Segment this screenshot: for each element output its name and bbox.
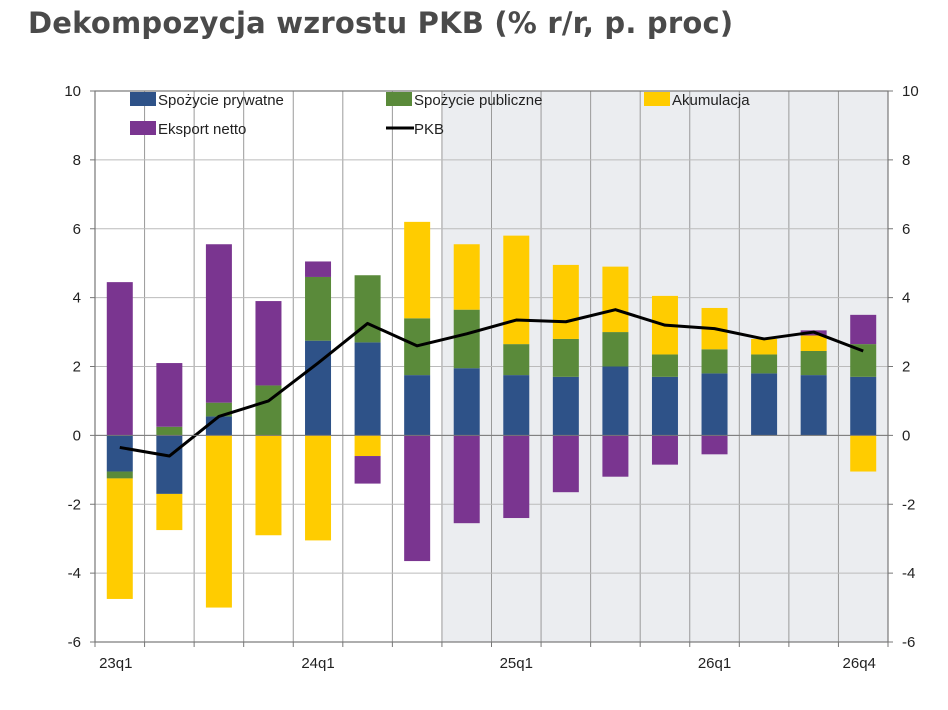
bar-spożycie-prywatne-24q2 xyxy=(354,342,381,436)
x-tick-label: 24q1 xyxy=(301,655,334,672)
bar-spożycie-prywatne-24q3 xyxy=(404,375,431,436)
bar-akumulacja-23q1 xyxy=(106,478,133,599)
bar-spożycie-publiczne-23q1 xyxy=(106,471,133,479)
legend-label: PKB xyxy=(414,121,444,138)
bar-spożycie-publiczne-26q1 xyxy=(701,349,728,374)
bar-eksport-netto-26q4 xyxy=(850,314,877,345)
y-tick-label-left: 6 xyxy=(73,221,81,238)
page-title: Dekompozycja wzrostu PKB (% r/r, p. proc… xyxy=(28,6,734,40)
bar-spożycie-publiczne-25q4 xyxy=(651,354,678,377)
y-tick-label-right: -6 xyxy=(902,634,915,651)
legend-label: Akumulacja xyxy=(672,92,750,109)
y-tick-label-right: 8 xyxy=(902,152,910,169)
bar-akumulacja-24q3 xyxy=(404,221,431,319)
bar-akumulacja-26q4 xyxy=(850,435,877,472)
gridlines xyxy=(95,91,888,642)
bar-spożycie-publiczne-24q4 xyxy=(453,309,480,369)
bar-spożycie-publiczne-23q2 xyxy=(156,426,183,436)
axes xyxy=(90,90,893,647)
y-tick-label-right: 4 xyxy=(902,290,910,307)
x-tick-label: 26q4 xyxy=(843,655,876,672)
bar-eksport-netto-23q2 xyxy=(156,363,183,427)
bar-spożycie-prywatne-23q3 xyxy=(205,416,232,436)
bar-spożycie-prywatne-25q4 xyxy=(651,376,678,436)
y-tick-label-right: -4 xyxy=(902,565,915,582)
y-tick-label-left: 8 xyxy=(73,152,81,169)
bar-spożycie-publiczne-25q1 xyxy=(503,344,530,376)
legend-swatch-eksport-netto xyxy=(130,121,156,135)
y-tick-label-right: -2 xyxy=(902,496,915,513)
bar-eksport-netto-25q1 xyxy=(503,435,530,519)
bar-spożycie-prywatne-23q1 xyxy=(106,435,133,472)
x-tick-label: 26q1 xyxy=(698,655,731,672)
legend-swatch-spożycie-prywatne xyxy=(130,92,156,106)
legend: Spożycie prywatne Spożycie publiczne Akumu… xyxy=(130,92,750,138)
bar-spożycie-prywatne-26q1 xyxy=(701,373,728,436)
bar-eksport-netto-25q4 xyxy=(651,435,678,465)
pkb-line-group xyxy=(119,308,864,458)
bars xyxy=(106,221,877,608)
bar-akumulacja-23q4 xyxy=(255,435,282,536)
bar-spożycie-publiczne-26q3 xyxy=(800,351,827,376)
bar-akumulacja-25q2 xyxy=(552,264,579,339)
bar-eksport-netto-23q1 xyxy=(106,282,133,436)
bar-spożycie-prywatne-23q2 xyxy=(156,435,183,494)
bar-akumulacja-24q1 xyxy=(305,435,332,541)
bar-eksport-netto-23q4 xyxy=(255,301,282,386)
y-tick-label-left: -4 xyxy=(68,565,81,582)
y-tick-label-right: 2 xyxy=(902,359,910,376)
bar-spożycie-publiczne-26q2 xyxy=(751,354,778,374)
y-tick-label-left: 2 xyxy=(73,359,81,376)
bar-spożycie-prywatne-26q4 xyxy=(850,376,877,436)
bar-akumulacja-26q2 xyxy=(751,338,778,355)
bar-eksport-netto-25q2 xyxy=(552,435,579,493)
y-tick-label-left: 4 xyxy=(73,290,81,307)
legend-swatch-akumulacja xyxy=(644,92,670,106)
legend-label: Spożycie prywatne xyxy=(158,92,284,109)
tick-labels: -6 -6 -4 -4 -2 -2 0 0 2 2 4 4 6 6 8 8 10 10 23q1 24q1 25q1 26… xyxy=(64,83,918,672)
bar-eksport-netto-23q3 xyxy=(205,244,232,403)
bar-spożycie-prywatne-25q2 xyxy=(552,376,579,436)
bar-eksport-netto-25q3 xyxy=(602,435,629,477)
bar-akumulacja-24q2 xyxy=(354,435,381,457)
pkb-line xyxy=(119,308,864,458)
legend-label: Spożycie publiczne xyxy=(414,92,542,109)
bar-akumulacja-23q3 xyxy=(205,435,232,608)
y-tick-label-left: -6 xyxy=(68,634,81,651)
y-tick-label-right: 6 xyxy=(902,221,910,238)
bar-eksport-netto-24q3 xyxy=(404,435,431,562)
bar-eksport-netto-24q4 xyxy=(453,435,480,524)
y-tick-label-right: 0 xyxy=(902,427,910,444)
bar-eksport-netto-24q2 xyxy=(354,456,381,484)
bar-spożycie-prywatne-26q2 xyxy=(751,373,778,436)
y-tick-label-left: 0 xyxy=(73,427,81,444)
bar-akumulacja-25q1 xyxy=(503,235,530,345)
y-tick-label-left: -2 xyxy=(68,496,81,513)
bar-eksport-netto-24q1 xyxy=(305,261,332,277)
bar-spożycie-prywatne-25q1 xyxy=(503,375,530,436)
x-tick-label: 23q1 xyxy=(99,655,132,672)
x-tick-label: 25q1 xyxy=(500,655,533,672)
bar-spożycie-prywatne-24q4 xyxy=(453,368,480,436)
bar-akumulacja-23q2 xyxy=(156,493,183,531)
y-tick-label-left: 10 xyxy=(64,83,81,100)
bar-spożycie-prywatne-26q3 xyxy=(800,375,827,436)
y-tick-label-right: 10 xyxy=(902,83,919,100)
bar-spożycie-publiczne-24q1 xyxy=(305,276,332,341)
bar-akumulacja-26q3 xyxy=(800,335,827,352)
bar-spożycie-publiczne-25q2 xyxy=(552,338,579,377)
bar-spożycie-publiczne-25q3 xyxy=(602,332,629,367)
legend-swatch-spożycie-publiczne xyxy=(386,92,412,106)
bar-spożycie-prywatne-25q3 xyxy=(602,366,629,436)
legend-label: Eksport netto xyxy=(158,121,246,138)
bar-eksport-netto-26q1 xyxy=(701,435,728,455)
bar-akumulacja-25q3 xyxy=(602,266,629,333)
bar-akumulacja-24q4 xyxy=(453,244,480,310)
